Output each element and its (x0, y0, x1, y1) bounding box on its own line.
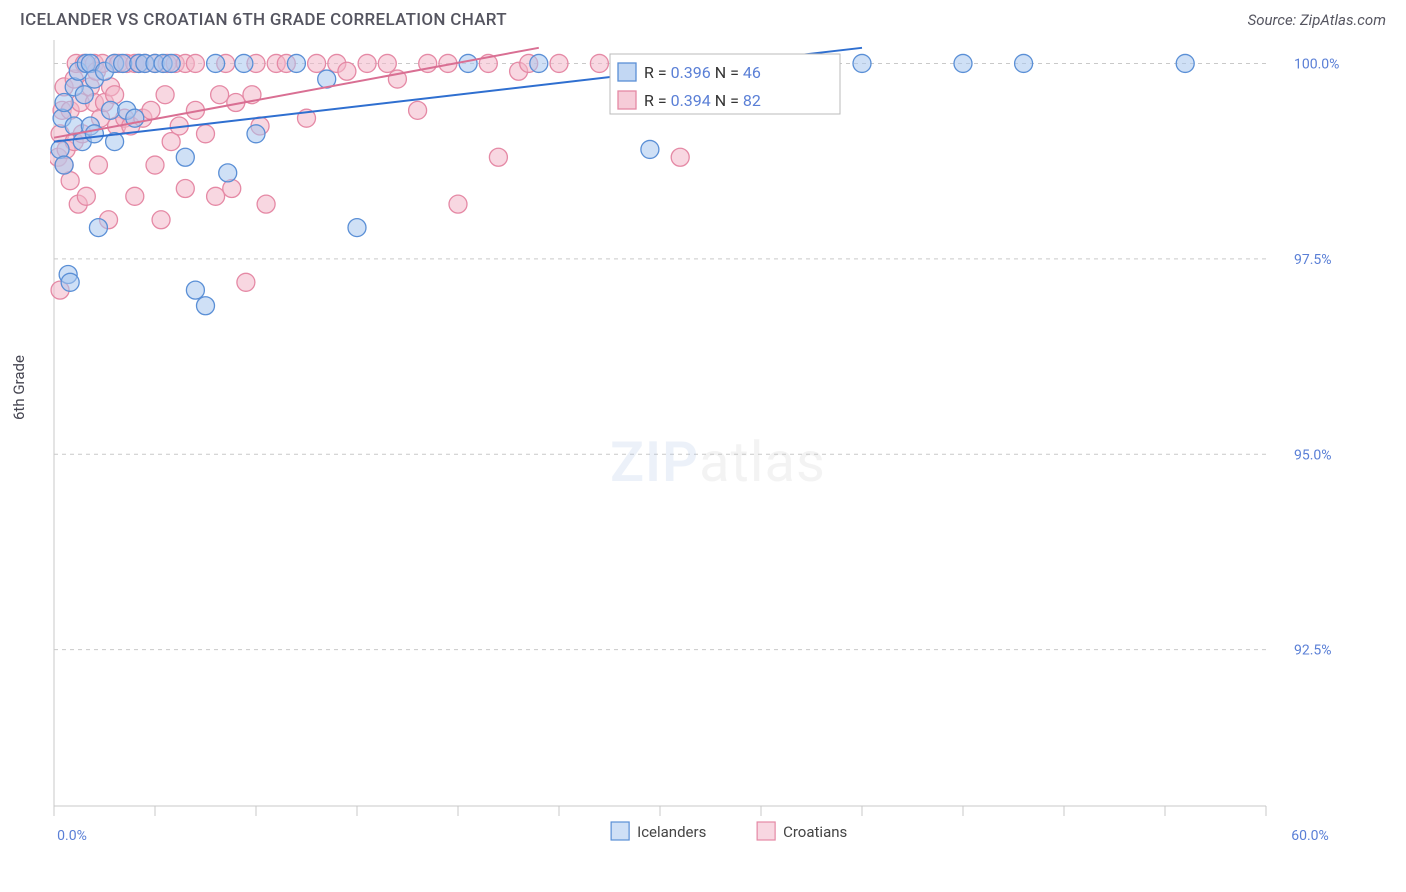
croatians-point (77, 187, 95, 205)
icelanders-point (85, 125, 103, 143)
croatians-point (89, 156, 107, 174)
croatians-point (550, 54, 568, 72)
icelanders-point (75, 86, 93, 104)
icelanders-point (55, 156, 73, 174)
legend-label: Icelanders (637, 823, 706, 841)
croatians-point (338, 62, 356, 80)
croatians-point (671, 148, 689, 166)
icelanders-point (1015, 54, 1033, 72)
croatians-point (211, 86, 229, 104)
chart-title: ICELANDER VS CROATIAN 6TH GRADE CORRELAT… (20, 10, 507, 30)
icelanders-point (219, 164, 237, 182)
legend-label: Croatians (783, 823, 847, 841)
icelanders-point (102, 101, 120, 119)
y-tick-label: 100.0% (1294, 56, 1339, 72)
croatians-point (489, 148, 507, 166)
chart-area: 92.5% 95.0% 97.5% 100.0% 0.0% 60.0% ZIPatlas R … (50, 36, 1386, 876)
icelanders-point (348, 219, 366, 237)
legend-swatch (757, 822, 775, 840)
icelanders-point (247, 125, 265, 143)
icelanders-point (162, 54, 180, 72)
y-tick-label: 92.5% (1294, 643, 1332, 659)
icelanders-point (853, 54, 871, 72)
croatians-point (126, 187, 144, 205)
croatians-point (186, 54, 204, 72)
croatians-point (409, 101, 427, 119)
y-tick-label: 97.5% (1294, 252, 1332, 268)
icelanders-point (287, 54, 305, 72)
croatians-point (308, 54, 326, 72)
x-tick-label: 0.0% (57, 828, 87, 844)
icelanders-point (459, 54, 477, 72)
croatians-point (207, 187, 225, 205)
y-tick-label: 95.0% (1294, 447, 1332, 463)
icelanders-point (61, 273, 79, 291)
icelanders-point (176, 148, 194, 166)
croatians-point (152, 211, 170, 229)
legend-swatch (611, 822, 629, 840)
icelanders-point (197, 297, 215, 315)
icelanders-point (89, 219, 107, 237)
icelanders-point (954, 54, 972, 72)
croatians-point (449, 195, 467, 213)
icelanders-point (641, 140, 659, 158)
croatians-point (142, 101, 160, 119)
chart-source: Source: ZipAtlas.com (1248, 11, 1386, 29)
corr-swatch (618, 63, 636, 81)
icelanders-point (1176, 54, 1194, 72)
croatians-point (146, 156, 164, 174)
croatians-point (590, 54, 608, 72)
icelanders-point (207, 54, 225, 72)
chart-header: ICELANDER VS CROATIAN 6TH GRADE CORRELAT… (0, 0, 1406, 36)
croatians-point (237, 273, 255, 291)
croatians-point (358, 54, 376, 72)
croatians-point (156, 86, 174, 104)
croatians-point (257, 195, 275, 213)
corr-text: R = 0.396 N = 46 (644, 63, 761, 82)
y-axis-label: 6th Grade (10, 355, 28, 420)
icelanders-point (530, 54, 548, 72)
icelanders-point (114, 54, 132, 72)
chart-svg: 92.5% 95.0% 97.5% 100.0% 0.0% 60.0% ZIPatlas R … (50, 36, 1386, 876)
corr-text: R = 0.394 N = 82 (644, 91, 761, 110)
croatians-point (378, 54, 396, 72)
corr-swatch (618, 91, 636, 109)
croatians-point (197, 125, 215, 143)
icelanders-point (235, 54, 253, 72)
x-tick-label: 60.0% (1291, 828, 1329, 844)
icelanders-point (55, 94, 73, 112)
watermark: ZIPatlas (610, 429, 826, 495)
icelanders-point (186, 281, 204, 299)
croatians-point (176, 180, 194, 198)
